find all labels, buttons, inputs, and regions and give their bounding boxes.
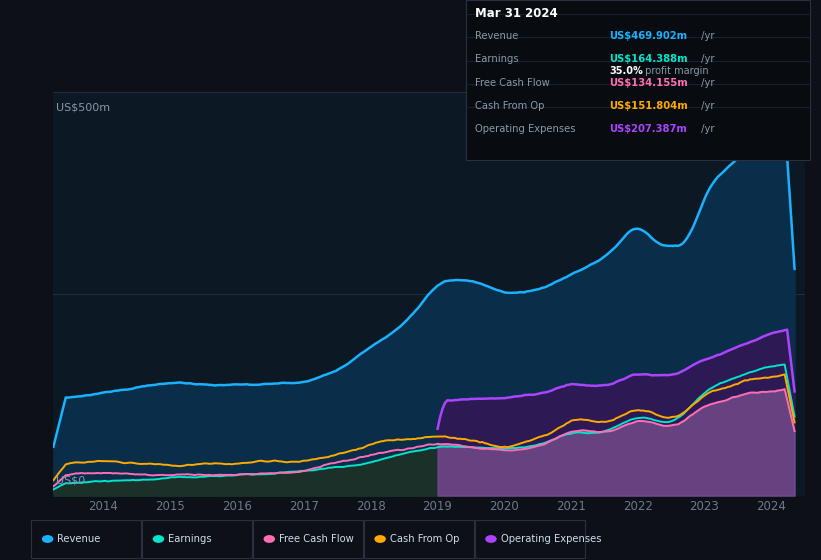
Text: Cash From Op: Cash From Op — [390, 534, 460, 544]
Text: US$207.387m: US$207.387m — [609, 124, 687, 134]
Text: Mar 31 2024: Mar 31 2024 — [475, 7, 558, 20]
Text: Operating Expenses: Operating Expenses — [475, 124, 576, 134]
Text: US$469.902m: US$469.902m — [609, 31, 687, 41]
Text: Cash From Op: Cash From Op — [475, 101, 545, 111]
Text: /yr: /yr — [698, 101, 714, 111]
Text: /yr: /yr — [698, 54, 714, 64]
Text: US$0: US$0 — [56, 475, 85, 486]
Text: /yr: /yr — [698, 31, 714, 41]
Text: US$500m: US$500m — [56, 102, 110, 113]
Text: Free Cash Flow: Free Cash Flow — [475, 78, 550, 88]
Text: Earnings: Earnings — [168, 534, 212, 544]
Text: profit margin: profit margin — [642, 66, 709, 76]
Text: US$164.388m: US$164.388m — [609, 54, 688, 64]
Text: Revenue: Revenue — [475, 31, 519, 41]
Text: 35.0%: 35.0% — [609, 66, 643, 76]
Text: /yr: /yr — [698, 124, 714, 134]
Text: US$151.804m: US$151.804m — [609, 101, 688, 111]
Text: Operating Expenses: Operating Expenses — [501, 534, 601, 544]
Text: Free Cash Flow: Free Cash Flow — [279, 534, 354, 544]
Text: Revenue: Revenue — [57, 534, 101, 544]
Text: US$134.155m: US$134.155m — [609, 78, 688, 88]
Text: /yr: /yr — [698, 78, 714, 88]
Text: Earnings: Earnings — [475, 54, 519, 64]
